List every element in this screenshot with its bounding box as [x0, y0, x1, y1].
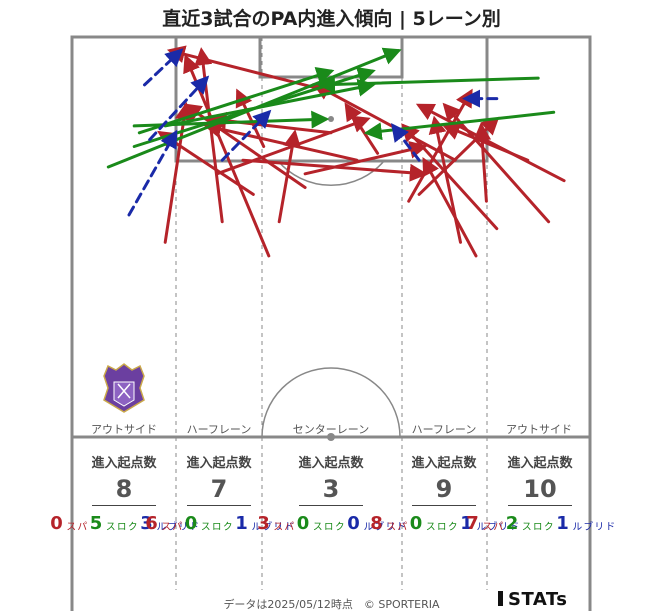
dribble-label: ドリブル — [153, 521, 198, 531]
entry-origin-header: 進入起点数 — [411, 456, 477, 471]
pass-arrow-16 — [415, 103, 566, 183]
cross-arrow-29 — [317, 75, 540, 94]
lane-summary-right-half: 進入起点数 9 8 パス 0 クロス 1 ドリブル — [370, 452, 518, 534]
pass-count: 0 — [50, 513, 63, 534]
entry-origin-header: 進入起点数 — [91, 456, 157, 471]
cross-count: 5 — [89, 513, 103, 534]
pass-count: 6 — [145, 513, 158, 534]
pass-label: パス — [383, 521, 406, 531]
pass-arrow-0 — [166, 45, 333, 94]
cross-label: クロス — [310, 521, 344, 531]
dribble-label: ドリブル — [473, 521, 518, 531]
entry-origin-total: 7 — [187, 475, 251, 506]
entry-origin-header: 進入起点数 — [507, 456, 573, 471]
pass-label: パス — [270, 521, 293, 531]
entry-origin-header: 進入起点数 — [298, 456, 364, 471]
center-circle — [261, 367, 401, 438]
dribble-count: 1 — [556, 513, 569, 534]
dribble-label: ドリブル — [569, 521, 614, 531]
cross-arrow-27 — [137, 67, 335, 135]
dribble-arrow-35 — [391, 123, 421, 162]
pass-arrow-1 — [163, 101, 193, 244]
pass-arrow-6 — [277, 129, 302, 224]
pass-arrow-7 — [344, 102, 380, 155]
pass-arrow-15 — [422, 157, 478, 258]
cross-arrow-26 — [163, 78, 376, 128]
lane-summary-right-outside: 進入起点数 10 7 パス 2 クロス 1 ドリブル — [466, 452, 614, 534]
cross-count: 0 — [296, 513, 310, 534]
lane-summary-left-half: 進入起点数 7 6 パス 0 クロス 1 ドリブル — [145, 452, 293, 534]
entry-origin-total: 10 — [508, 475, 572, 506]
entry-origin-total: 3 — [299, 475, 363, 506]
pass-label: パス — [63, 521, 86, 531]
lane-label-left-half: ハーフレーン — [186, 423, 252, 436]
lane-summary-center: 進入起点数 3 3 パス 0 クロス 0 ドリブル — [257, 452, 405, 534]
dribble-arrow-34 — [220, 109, 272, 162]
logo-text: STATs — [508, 589, 568, 610]
cross-label: クロス — [519, 521, 553, 531]
dribble-count: 3 — [140, 513, 153, 534]
lane-label-right-outside: アウトサイド — [506, 423, 572, 436]
cross-label: クロス — [103, 521, 137, 531]
cross-label: クロス — [198, 521, 232, 531]
entry-origin-total: 9 — [412, 475, 476, 506]
dribble-count: 1 — [460, 513, 473, 534]
lane-label-right-half: ハーフレーン — [411, 423, 477, 436]
pass-arrow-8 — [312, 83, 457, 162]
cross-count: 2 — [505, 513, 519, 534]
cross-arrow-28 — [132, 110, 330, 129]
data-date-footer: データは2025/05/12時点 © SPORTERIA — [223, 598, 440, 611]
entry-arrows — [106, 45, 566, 258]
dribble-count: 0 — [347, 513, 360, 534]
pass-arrow-20 — [303, 140, 428, 176]
dribble-arrow-33 — [148, 75, 210, 142]
lane-label-left-outside: アウトサイド — [91, 423, 157, 436]
dribble-arrow-32 — [127, 129, 178, 217]
cross-count: 0 — [184, 513, 198, 534]
pass-count: 7 — [466, 513, 479, 534]
lane-summary-left-outside: 進入起点数 8 0 パス 5 クロス 3 ドリブル — [50, 452, 198, 534]
pass-arrow-14 — [442, 102, 551, 224]
pass-arrow-17 — [473, 122, 492, 203]
dribble-label: ドリブル — [360, 521, 405, 531]
dribble-label: ドリブル — [248, 521, 293, 531]
stats-logo: STATs — [498, 589, 567, 610]
club-crest-icon — [103, 363, 145, 413]
penalty-spot — [328, 116, 334, 122]
pass-label: パス — [158, 521, 181, 531]
lane-label-center: センターレーン — [292, 423, 370, 436]
cross-count: 0 — [409, 513, 423, 534]
center-spot — [327, 433, 335, 441]
chart-title: 直近3試合のPA内進入傾向 | 5レーン別 — [162, 8, 501, 30]
entry-origin-header: 進入起点数 — [186, 456, 252, 471]
entry-origin-total: 8 — [92, 475, 156, 506]
cross-label: クロス — [423, 521, 457, 531]
pass-count: 8 — [370, 513, 383, 534]
dribble-arrow-31 — [143, 48, 184, 87]
pass-arrow-11 — [428, 115, 462, 244]
pass-label: パス — [479, 521, 502, 531]
dribble-count: 1 — [235, 513, 248, 534]
logo-bar-icon — [498, 591, 503, 606]
pass-arrow-18 — [203, 120, 359, 162]
pass-count: 3 — [257, 513, 270, 534]
